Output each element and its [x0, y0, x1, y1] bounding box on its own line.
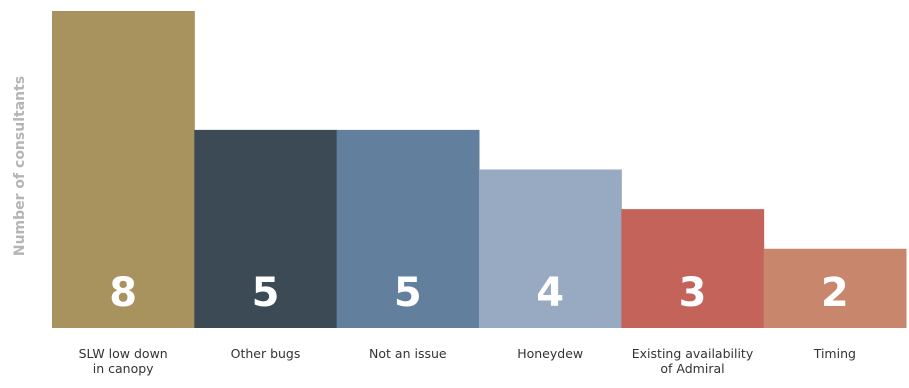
bar-value-label-0: 8: [109, 270, 137, 316]
bar-value-label-4: 3: [679, 270, 707, 316]
category-label-line: SLW low down: [79, 346, 168, 361]
bar-value-label-3: 4: [536, 270, 564, 316]
category-label-4: Existing availability of Admiral: [632, 346, 754, 376]
category-label-line: Existing availability: [632, 346, 754, 361]
category-label-line: Timing: [813, 346, 856, 361]
bar-value-label-5: 2: [821, 270, 849, 316]
y-axis-label: Number of consultants: [12, 75, 28, 257]
bar-4: [621, 209, 765, 328]
bar-1: [194, 129, 338, 328]
category-label-5: Timing: [813, 346, 856, 361]
category-label-line: Other bugs: [231, 346, 301, 361]
bar-0: [52, 11, 195, 328]
category-label-line: of Admiral: [660, 361, 724, 376]
category-label-line: Not an issue: [369, 346, 447, 361]
bar-value-label-1: 5: [252, 270, 280, 316]
category-label-line: Honeydew: [517, 346, 583, 361]
bar-5: [763, 248, 907, 328]
bar-2: [336, 129, 480, 328]
category-label-3: Honeydew: [517, 346, 583, 361]
category-label-2: Not an issue: [369, 346, 447, 361]
bar-value-label-2: 5: [394, 270, 422, 316]
category-label-line: in canopy: [93, 361, 154, 376]
category-label-1: Other bugs: [231, 346, 301, 361]
category-label-0: SLW low down in canopy: [79, 346, 168, 376]
bar-3: [479, 169, 622, 328]
